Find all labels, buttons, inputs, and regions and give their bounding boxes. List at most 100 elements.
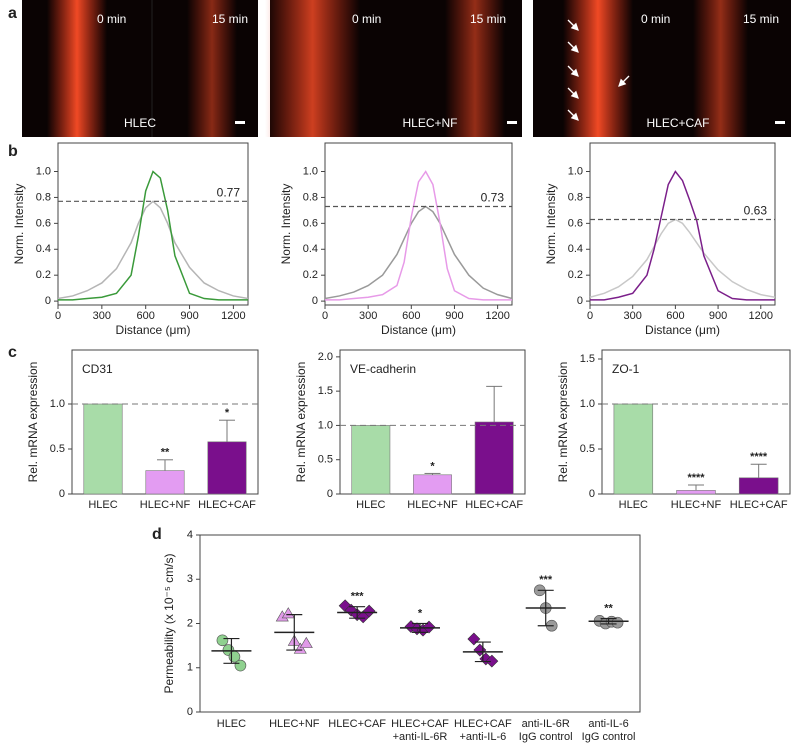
data-point [299,636,313,648]
y-tick-label: 0.5 [580,443,595,455]
x-tick-label: 1200 [485,310,509,322]
y-tick-label: 0 [59,488,65,500]
y-tick-label: 0.2 [36,269,51,281]
y-tick-label: 3 [187,573,193,585]
data-point [234,659,247,672]
x-tick-label: HLEC+CAF [391,718,449,730]
data-point [485,654,499,668]
x-axis-label: Distance (μm) [116,323,191,337]
x-tick-label: +anti-IL-6 [459,731,506,743]
y-tick-label: 1.0 [318,419,333,431]
bar [351,425,391,495]
y-tick-label: 0.4 [303,243,318,255]
y-tick-label: 4 [187,529,193,541]
y-tick-label: 2.0 [318,351,333,363]
ref-label: 0.73 [481,191,505,205]
significance: **** [687,472,705,484]
y-tick-label: 0 [577,295,583,307]
data-point [362,604,376,618]
y-tick-label: 0.8 [568,191,583,203]
y-tick-label: 0 [187,706,193,718]
image-label: 0 min [641,12,670,26]
data-point [293,642,307,654]
y-tick-label: 1.5 [318,385,333,397]
x-tick-label: 0 [587,310,593,322]
plot-frame [589,142,776,306]
x-tick-label: HLEC [217,718,246,730]
chart-title: VE-cadherin [350,362,416,376]
y-axis-label: Rel. mRNA expression [26,362,40,483]
x-tick-label: 600 [137,310,155,322]
x-tick-label: HLEC [88,499,117,511]
x-tick-label: 900 [445,310,463,322]
y-tick-label: 0 [327,488,333,500]
y-tick-label: 1.0 [36,165,51,177]
y-tick-label: 1.0 [50,398,65,410]
x-tick-label: 0 [322,310,328,322]
y-tick-label: 0 [589,488,595,500]
y-tick-label: 0.4 [36,243,51,255]
bar [145,470,185,495]
y-tick-label: 0.5 [50,443,65,455]
y-axis-label: Norm. Intensity [279,184,293,265]
plot-frame [324,142,513,306]
y-tick-label: 1.5 [580,353,595,365]
ref-label: 0.77 [217,185,241,199]
x-axis-label: Distance (μm) [645,323,720,337]
x-tick-label: +anti-IL-6R [393,731,448,743]
x-tick-label: 900 [180,310,198,322]
significance: *** [539,574,553,586]
x-tick-label: HLEC+NF [269,718,320,730]
micrograph: 0 min 15 min HLEC [22,0,258,137]
y-axis-label: Norm. Intensity [544,184,558,265]
data-point [216,634,229,647]
bar [207,441,247,495]
data-point [281,607,295,619]
x-tick-label: 1200 [749,310,773,322]
y-tick-label: 0.6 [568,217,583,229]
x-tick-label: 300 [359,310,377,322]
y-tick-label: 0.5 [318,454,333,466]
data-point [344,603,358,617]
x-tick-label: 600 [402,310,420,322]
bar [676,490,716,495]
line-series [589,218,776,298]
y-axis-label: Permeability (x 10⁻⁵ cm/s) [162,553,176,693]
x-tick-label: 300 [624,310,642,322]
image-label: HLEC+CAF [646,116,709,130]
image-label: 0 min [352,12,381,26]
micrograph: 0 min 15 min HLEC+NF [265,0,522,137]
x-tick-label: HLEC+NF [140,499,191,511]
image-label: HLEC [124,116,156,130]
line-series [325,170,512,301]
panel-label: c [8,344,17,361]
image-label: 15 min [743,12,779,26]
image-label: 15 min [470,12,506,26]
y-tick-label: 0 [312,295,318,307]
image-label: 0 min [97,12,126,26]
chart-title: ZO-1 [612,362,640,376]
x-tick-label: HLEC+NF [671,499,722,511]
ref-label: 0.63 [744,204,768,218]
y-tick-label: 0.8 [36,191,51,203]
y-tick-label: 0.8 [303,191,318,203]
y-tick-label: 0.2 [568,269,583,281]
panel-label: b [8,143,18,160]
x-tick-label: HLEC+NF [407,499,458,511]
y-tick-label: 0 [45,295,51,307]
y-tick-label: 1.0 [580,398,595,410]
y-tick-label: 1 [187,662,193,674]
y-tick-label: 0.4 [568,243,583,255]
x-tick-label: HLEC+CAF [465,499,523,511]
x-tick-label: anti-IL-6R [522,718,570,730]
significance: **** [750,451,768,463]
significance: ** [604,603,613,615]
y-tick-label: 2 [187,617,193,629]
x-tick-label: 0 [55,310,61,322]
x-tick-label: 1200 [221,310,245,322]
bar [474,421,514,495]
y-tick-label: 1.0 [568,165,583,177]
bar [738,477,779,495]
x-tick-label: 300 [93,310,111,322]
